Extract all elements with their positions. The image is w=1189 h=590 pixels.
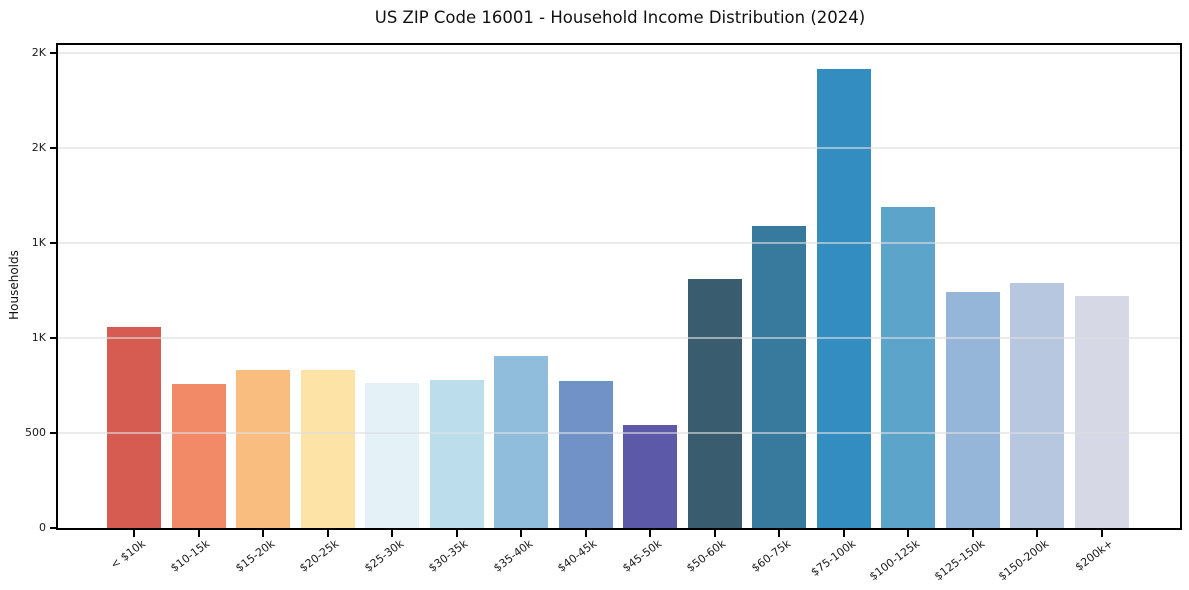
x-tick-mark [649,530,652,537]
chart-title: US ZIP Code 16001 - Household Income Dis… [374,8,866,27]
y-tick-label: 500 [25,426,46,440]
x-tick-mark [197,530,200,537]
y-tick-label: 2K [31,141,46,155]
x-tick-label: $10-15k [168,537,213,575]
x-tick-label: $60-75k [749,537,794,575]
x-tick-label: $50-60k [684,537,729,575]
x-tick-label: $100-125k [867,537,923,584]
gridline [58,242,1182,245]
x-tick-mark [778,530,781,537]
bar [558,380,613,528]
x-tick-label: $40-45k [555,537,600,575]
x-tick-mark [326,530,329,537]
x-tick-label: $15-20k [232,537,277,575]
x-tick-label: $20-25k [297,537,342,575]
y-tick-label: 1K [31,331,46,345]
x-tick-label: $35-40k [490,537,536,575]
x-tick-mark [842,530,845,537]
x-tick-mark [1100,530,1103,537]
axis-spine-left [56,43,58,530]
bar [687,279,742,528]
bar [494,356,549,528]
x-tick-label: $30-35k [426,537,471,575]
x-tick-mark [391,530,394,537]
bar [752,226,807,528]
x-tick-mark [133,530,135,537]
y-tick-mark [50,52,56,55]
bar [236,369,291,528]
y-tick-label: 0 [39,521,46,534]
gridline [58,52,1182,55]
x-tick-mark [262,530,265,537]
y-tick-mark [50,147,56,150]
x-tick-mark [713,530,716,537]
bar [881,207,936,528]
gridline [58,337,1182,340]
x-tick-label: < $10k [107,537,148,572]
y-tick-label: 2K [31,46,46,60]
x-tick-label: $150-200k [996,537,1052,584]
bar [107,326,161,528]
gridline [58,432,1182,435]
bar [623,424,678,528]
bar [1010,283,1065,528]
x-tick-label: $200k+ [1073,537,1116,574]
bar [300,369,355,528]
y-tick-mark [50,337,56,340]
axis-spine-top [56,43,1182,45]
y-tick-label: 1K [31,236,46,250]
x-tick-mark [455,530,458,537]
bar [816,68,871,528]
y-tick-mark [50,527,56,529]
axis-spine-bottom [56,528,1182,530]
gridline [58,147,1182,150]
x-tick-mark [971,530,974,537]
bar [365,382,420,528]
plot-area [58,43,1182,528]
x-tick-mark [520,530,523,537]
y-tick-mark [50,432,56,435]
x-tick-mark [1036,530,1039,537]
bar [171,383,226,528]
x-tick-mark [907,530,910,537]
y-axis-label: Households [7,250,21,320]
bar [1074,296,1129,528]
x-tick-label: $25-30k [361,537,406,575]
axis-spine-right [1180,43,1182,530]
x-tick-label: $45-50k [620,537,665,575]
bar [429,379,484,528]
x-tick-mark [584,530,587,537]
x-tick-label: $75-100k [808,537,858,579]
y-tick-mark [50,242,56,245]
x-tick-label: $125-150k [931,537,987,584]
bar [945,291,1000,528]
